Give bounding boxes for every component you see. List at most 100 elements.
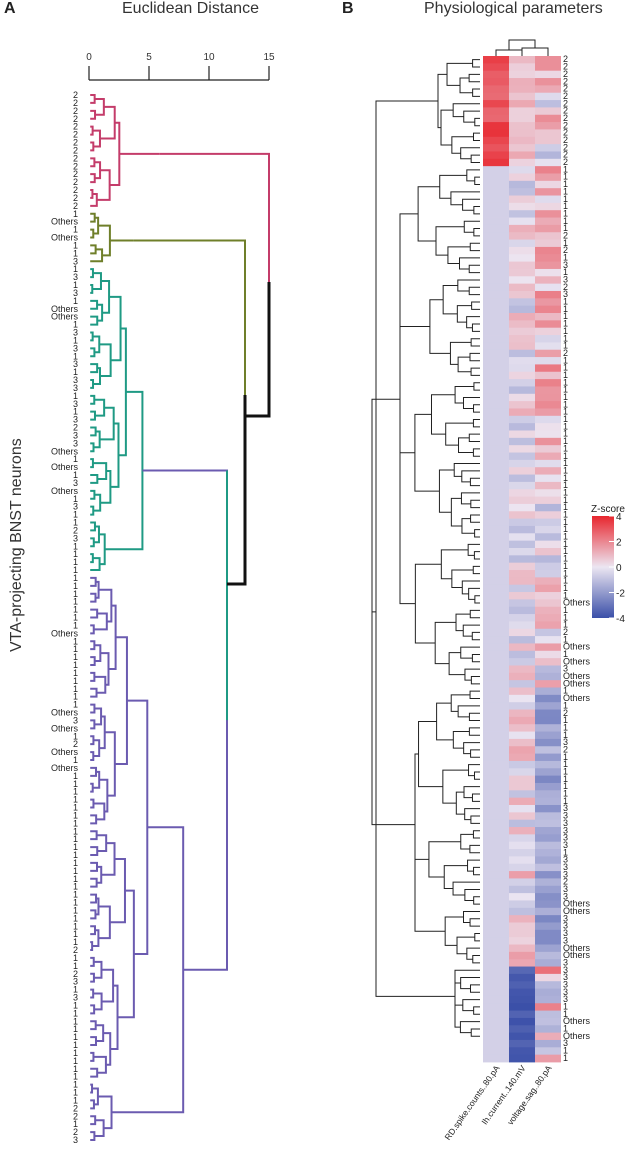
row-dendrogram-branch <box>462 198 480 211</box>
heatmap-cell <box>535 937 561 945</box>
dendrogram-branch <box>99 715 106 750</box>
heatmap-cell <box>483 489 509 497</box>
leaf-label: 1 <box>73 660 78 670</box>
leaf-label: 3 <box>73 533 78 543</box>
leaf-label: 1 <box>73 898 78 908</box>
heatmap-cell <box>483 1010 509 1019</box>
row-dendrogram-branch <box>473 771 480 780</box>
heatmap-cell <box>509 423 535 431</box>
leaf-label: 3 <box>73 399 78 409</box>
heatmap-cell <box>509 584 535 593</box>
heatmap-row-label: 1 <box>563 436 568 446</box>
heatmap-cell <box>535 393 561 402</box>
heatmap-row-label: 2 <box>563 157 568 167</box>
heatmap-row-label: 3 <box>563 1038 568 1048</box>
leaf-label: 3 <box>73 359 78 369</box>
row-dendrogram-branch <box>453 463 480 477</box>
dendrogram-branch <box>99 105 116 140</box>
heatmap-cell <box>535 966 561 975</box>
heatmap-row-label: Others <box>563 1031 591 1041</box>
leaf-label: 2 <box>73 1103 78 1113</box>
heatmap-cell <box>509 863 535 872</box>
heatmap-cell <box>535 1017 561 1026</box>
heatmap-cell <box>535 650 561 659</box>
heatmap-row-label: 1 <box>563 363 568 373</box>
heatmap-row-label: 1 <box>563 532 568 542</box>
leaf-label: 2 <box>73 169 78 179</box>
leaf-label: 3 <box>73 478 78 488</box>
row-dendrogram-branch <box>372 611 455 997</box>
leaf-label: 1 <box>73 961 78 971</box>
heatmap-cell <box>483 166 509 174</box>
heatmap-row-label: 3 <box>563 928 568 938</box>
leaf-label: 1 <box>73 391 78 401</box>
heatmap-cell <box>535 621 561 630</box>
heatmap-row-label: 1 <box>563 539 568 549</box>
heatmap-cell <box>535 489 561 497</box>
heatmap-row-label: 1 <box>563 546 568 556</box>
heatmap-cell <box>483 797 509 806</box>
leaf-label: 2 <box>73 90 78 100</box>
leaf-label: Others <box>51 446 79 456</box>
heatmap-cell <box>509 944 535 953</box>
heatmap-cell <box>483 812 509 821</box>
heatmap-cell <box>509 966 535 975</box>
heatmap-cell <box>483 768 509 777</box>
heatmap-cell <box>483 481 509 490</box>
dendrogram-branch <box>109 857 126 924</box>
heatmap-cell <box>535 122 561 130</box>
row-dendrogram-branch <box>450 191 480 206</box>
dendrogram-branch <box>96 834 108 853</box>
row-dendrogram-branch <box>473 866 480 876</box>
heatmap-cell <box>535 555 561 564</box>
heatmap-cell <box>483 63 509 72</box>
heatmap-cell <box>509 885 535 894</box>
leaf-label: Others <box>51 708 79 718</box>
row-dendrogram-branch <box>460 977 480 990</box>
column-dendrogram-branch <box>521 47 549 56</box>
heatmap-row-label: 1 <box>563 605 568 615</box>
leaf-label: 1 <box>73 494 78 504</box>
leaf-label: 1 <box>73 684 78 694</box>
heatmap-cell <box>483 474 509 483</box>
row-dendrogram-branch <box>470 749 480 758</box>
heatmap-cell <box>535 658 561 666</box>
heatmap-cell <box>535 856 561 865</box>
row-dendrogram-branch <box>472 132 480 141</box>
row-dendrogram-branch <box>460 833 474 850</box>
heatmap-cell <box>483 973 509 982</box>
row-dendrogram-branch <box>435 226 465 256</box>
leaf-label: 1 <box>73 905 78 915</box>
heatmap-cell <box>535 636 561 644</box>
row-dendrogram-branch <box>461 470 480 483</box>
heatmap-row-label: 1 <box>563 443 568 453</box>
heatmap-cell <box>535 254 561 263</box>
heatmap-cell <box>483 533 509 542</box>
leaf-label: 1 <box>73 581 78 591</box>
heatmap-row-label: 1 <box>563 576 568 586</box>
heatmap-row-label: 1 <box>563 333 568 343</box>
dendrogram-branch <box>245 282 271 418</box>
heatmap-cell <box>483 746 509 754</box>
dendrogram-branch <box>90 972 95 983</box>
leaf-label: 1 <box>73 953 78 963</box>
heatmap-cell <box>509 841 535 850</box>
heatmap-cell <box>509 1039 535 1048</box>
leaf-label: 1 <box>73 454 78 464</box>
heatmap-cell <box>483 503 509 512</box>
heatmap-cell <box>509 981 535 989</box>
heatmap-cell <box>483 224 509 233</box>
heatmap-row-label: 1 <box>563 399 568 409</box>
row-dendrogram-branch <box>452 731 470 749</box>
heatmap-cell <box>509 871 535 879</box>
heatmap-cell <box>535 481 561 490</box>
heatmap-row-label: 1 <box>563 451 568 461</box>
leaf-label: 1 <box>73 1064 78 1074</box>
heatmap-row-label: 1 <box>563 517 568 527</box>
row-dendrogram-branch <box>437 73 448 129</box>
heatmap-cell <box>509 1010 535 1019</box>
heatmap-cell <box>483 827 509 835</box>
heatmap-cell <box>535 922 561 931</box>
heatmap-cell <box>509 136 535 145</box>
heatmap-row-label: 2 <box>563 708 568 718</box>
